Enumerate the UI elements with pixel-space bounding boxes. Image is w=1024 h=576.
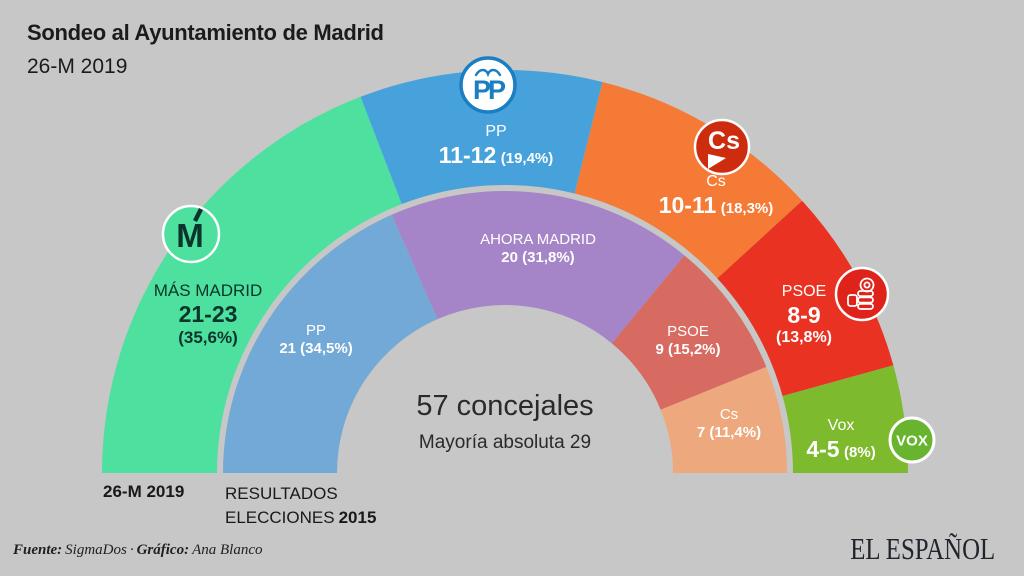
segment-ring0-vox [782,365,908,473]
segment-ring0-psoe [717,200,894,397]
segment-ring1-pp [223,214,438,473]
label-mas-madrid-2019: MÁS MADRID 21-23 (35,6%) [154,281,263,349]
segment-ring0-cs [574,81,803,279]
seats-pct-value: 9 (15,2%) [655,340,721,358]
results-caption-line1: RESULTADOS [225,484,338,503]
label-psoe-2015: PSOE 9 (15,2%) [655,323,720,358]
segment-ring0-m-s-madrid [102,96,402,474]
cs-logo-icon: Cs [693,118,751,176]
party-name: Cs [719,406,739,423]
label-psoe-2019: PSOE 8-9 (13,8%) [776,283,832,348]
source-label: Fuente: [13,542,63,558]
vox-logo-circle [888,416,936,464]
psoe-logo-icon [834,266,890,322]
segment-ring1-ahora-madrid [391,190,685,344]
party-name: PSOE [667,323,709,340]
mas-madrid-logo-icon: M [161,204,221,264]
seats-pct-value: 7 (11,4%) [696,423,762,441]
outer-ring-caption: 26-M 2019 [103,482,185,501]
pct-value: (19,4%) [500,149,554,167]
seats-pct-value: 21 (34,5%) [279,339,353,357]
results-caption-year: 2015 [338,508,377,528]
label-vox-2019: Vox 4-5 (8%) [806,417,875,463]
party-name: Vox [827,417,855,434]
majority-text: Mayoría absoluta 29 [418,432,592,453]
pp-logo-icon: PP [459,56,517,114]
party-name: MÁS MADRID [153,281,263,300]
credit-separator: · [129,542,134,558]
pct-value: (35,6%) [178,328,238,348]
vox-logo-letters: VOX [896,433,928,450]
cs-logo-letters: Cs [708,127,740,155]
label-cs-2015: Cs 7 (11,4%) [697,406,761,441]
graphic-author: Ana Blanco [192,542,263,558]
pct-value: (8%) [844,443,876,461]
label-pp-2015: PP 21 (34,5%) [279,322,352,357]
label-cs-2019: Cs 10-11 (18,3%) [659,173,774,219]
psoe-logo-circle [834,266,890,322]
source-credit: Fuente: SigmaDos · Gráfico: Ana Blanco [13,542,263,559]
party-name: PP [305,322,326,339]
pp-logo-circle [459,56,517,114]
graphic-label: Gráfico: [136,542,190,558]
header: Sondeo al Ayuntamiento de Madrid 26-M 20… [27,20,384,79]
inner-ring-caption: RESULTADOS ELECCIONES 2015 [225,482,376,530]
segment-ring1-psoe [611,255,767,410]
pp-logo-letters: PP [473,75,506,105]
page-subtitle: 26-M 2019 [27,55,128,78]
seats-value: 21-23 [178,301,238,328]
psoe-logo-fist-rose [847,277,875,310]
mas-madrid-logo-circle [161,204,221,264]
seats-value: 11-12 [438,141,497,168]
seats-value: 10-11 [658,191,717,218]
segment-ring0-pp [360,70,603,205]
pct-value: (13,8%) [775,329,833,346]
total-seats-text: 57 concejales [416,390,594,422]
mas-madrid-logo-letter: M [176,217,204,254]
party-name: PP [485,123,507,140]
label-ahora-madrid-2015: AHORA MADRID 20 (31,8%) [480,231,596,266]
label-pp-2019: PP 11-12 (19,4%) [439,123,554,169]
party-name: Cs [706,173,726,190]
seats-pct-value: 20 (31,8%) [501,248,575,266]
source-name: SigmaDos [65,542,127,558]
center-summary: 57 concejales Mayoría absoluta 29 [416,390,593,454]
party-name: PSOE [781,283,827,300]
party-name: AHORA MADRID [480,231,596,248]
results-caption-line2: ELECCIONES [225,508,335,528]
seats-value: 8-9 [787,301,821,328]
vox-logo-icon: VOX [888,416,936,464]
pct-value: (18,3%) [720,199,774,217]
mas-madrid-accent-mark [192,207,204,223]
page-title: Sondeo al Ayuntamiento de Madrid [27,20,384,45]
segment-ring1-cs [660,366,787,473]
pp-logo-bird [474,68,502,78]
brand-logo: EL ESPAÑOL [850,531,995,566]
cs-logo-triangle [708,154,726,169]
seats-value: 4-5 [806,435,840,462]
